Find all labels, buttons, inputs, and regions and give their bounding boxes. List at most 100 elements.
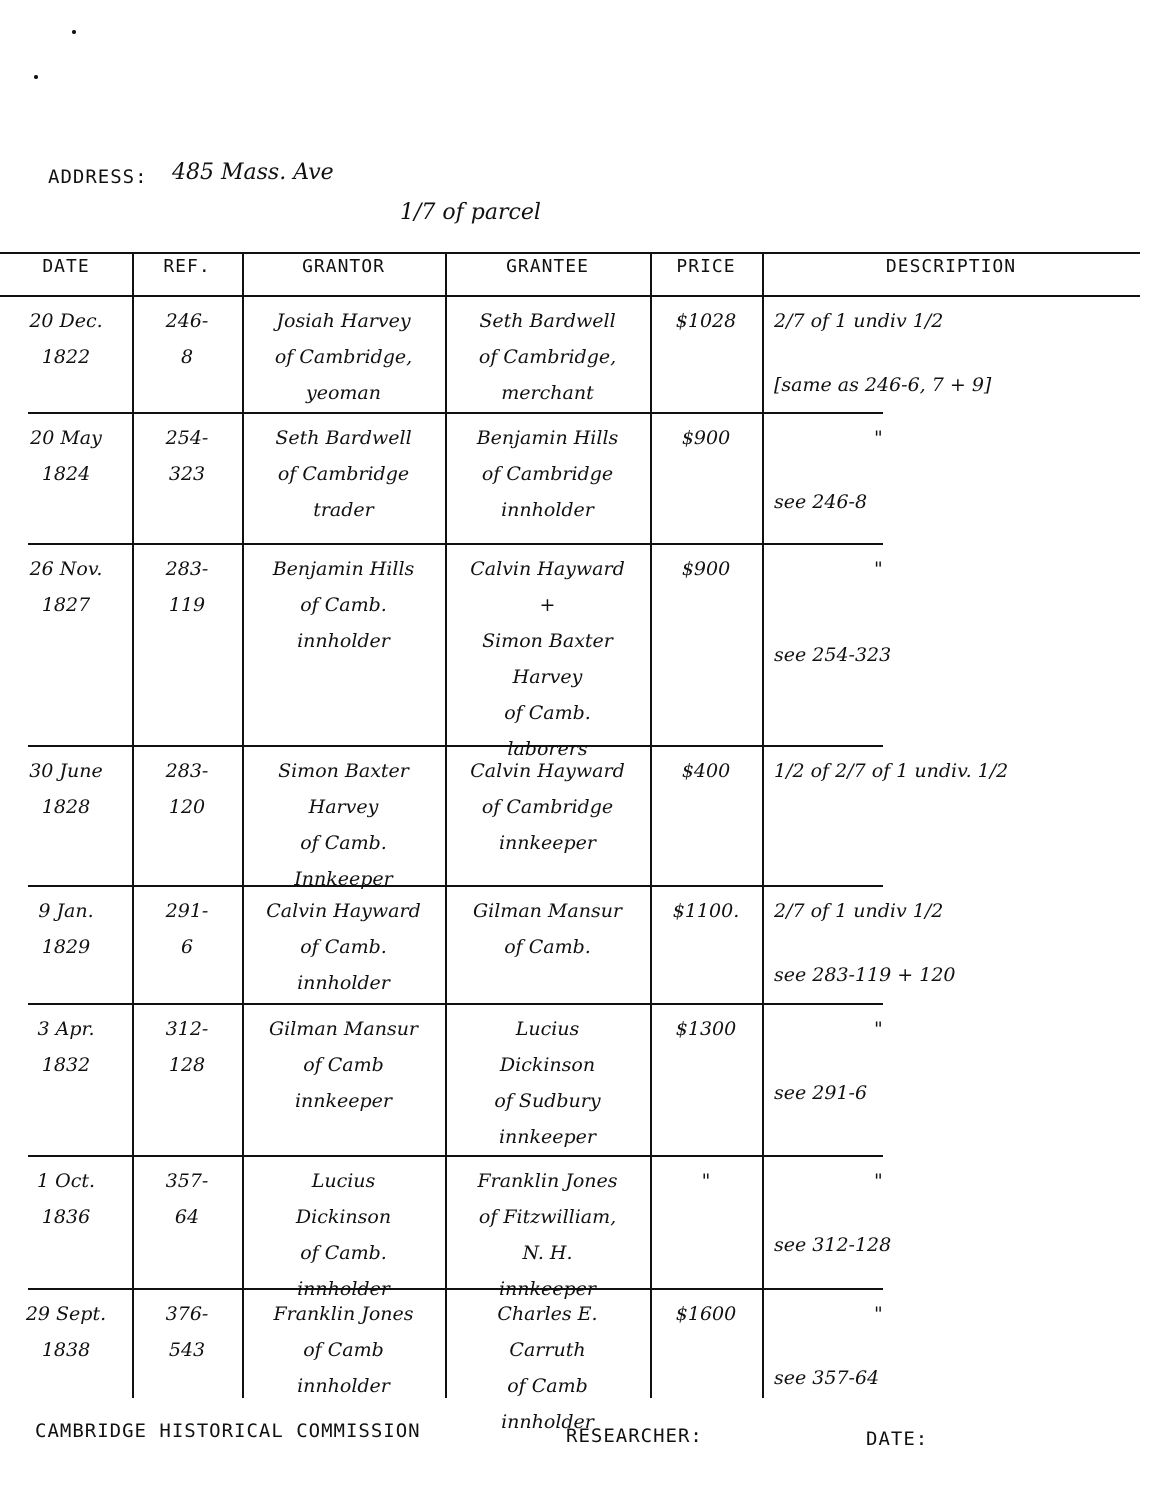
ref-cell: 254- 323: [132, 420, 242, 543]
date-text: 1829: [41, 936, 91, 958]
price-cell: $1600: [650, 1296, 762, 1398]
address-value: 485 Mass. Ave: [172, 160, 334, 185]
grantee-text: Harvey: [512, 666, 583, 688]
grantee-text: of Cambridge: [481, 463, 614, 485]
grantor-text: Dickinson: [295, 1206, 392, 1228]
grantee-text: of Sudbury: [494, 1090, 601, 1112]
date-cell: 30 June 1828: [0, 753, 132, 885]
description-text: ": [874, 1018, 883, 1040]
date-text: 9 Jan.: [38, 900, 94, 922]
ref-text: 283-: [165, 760, 209, 782]
description-text: [same as 246-6, 7 + 9]: [774, 374, 992, 396]
date-cell: 9 Jan. 1829: [0, 893, 132, 1003]
grantor-cell: Seth Bardwell of Cambridge trader: [242, 420, 445, 543]
grantee-text: Dickinson: [499, 1054, 596, 1076]
price-cell: $1100.: [650, 893, 762, 1003]
description-text: ": [874, 427, 883, 449]
date-cell: 26 Nov. 1827: [0, 551, 132, 745]
date-label: DATE:: [866, 1428, 929, 1450]
description-cell: " see 254-323: [762, 551, 1140, 745]
table-top-rule: [0, 252, 1140, 254]
grantee-text: of Camb.: [504, 702, 591, 724]
price-cell: $1300: [650, 1011, 762, 1155]
row-divider: [28, 885, 883, 887]
grantee-text: Gilman Mansur: [472, 900, 623, 922]
date-cell: 1 Oct. 1836: [0, 1163, 132, 1288]
ref-cell: 376- 543: [132, 1296, 242, 1398]
column-divider: [132, 252, 134, 1398]
date-text: 1832: [41, 1054, 91, 1076]
grantor-cell: Josiah Harvey of Cambridge, yeoman: [242, 303, 445, 412]
row-divider: [28, 412, 883, 414]
ref-text: 312-: [165, 1018, 209, 1040]
ref-text: 64: [174, 1206, 200, 1228]
description-text: 2/7 of 1 undiv 1/2: [774, 900, 944, 922]
price-text: $900: [681, 427, 731, 449]
grantor-text: innholder: [297, 1375, 390, 1397]
ref-text: 291-: [165, 900, 209, 922]
description-text: see 283-119 + 120: [774, 964, 956, 986]
column-header-grantee: GRANTEE: [506, 256, 589, 277]
grantor-text: innholder: [297, 1278, 390, 1300]
description-text: see 254-323: [774, 644, 892, 666]
ref-cell: 291- 6: [132, 893, 242, 1003]
ref-text: 376-: [165, 1303, 209, 1325]
scan-speck: [72, 30, 76, 34]
grantee-cell: Lucius Dickinson of Sudbury innkeeper: [445, 1011, 650, 1155]
date-text: 1828: [41, 796, 91, 818]
price-text: $1100.: [672, 900, 740, 922]
grantor-text: Harvey: [308, 796, 379, 818]
ref-cell: 283- 120: [132, 753, 242, 885]
date-text: 1822: [41, 346, 91, 368]
date-text: 30 June: [29, 760, 103, 782]
price-cell: $1028: [650, 303, 762, 412]
parcel-note: 1/7 of parcel: [400, 200, 541, 225]
ref-text: 357-: [165, 1170, 209, 1192]
description-cell: " see 291-6: [762, 1011, 1140, 1155]
grantee-text: Benjamin Hills: [476, 427, 619, 449]
row-divider: [28, 745, 883, 747]
grantor-text: Simon Baxter: [278, 760, 409, 782]
grantor-cell: Benjamin Hills of Camb. innholder: [242, 551, 445, 745]
grantee-text: Carruth: [509, 1339, 586, 1361]
grantor-text: of Cambridge: [277, 463, 410, 485]
grantee-text: Franklin Jones: [477, 1170, 618, 1192]
row-divider: [28, 1003, 883, 1005]
grantee-text: of Camb: [507, 1375, 588, 1397]
description-cell: 2/7 of 1 undiv 1/2 see 283-119 + 120: [762, 893, 1140, 1003]
date-cell: 29 Sept. 1838: [0, 1296, 132, 1398]
grantee-text: innkeeper: [498, 1126, 597, 1148]
column-header-date: DATE: [42, 256, 90, 277]
grantee-text: of Cambridge: [481, 796, 614, 818]
grantor-text: of Camb.: [300, 936, 387, 958]
ref-text: 246-: [165, 310, 209, 332]
grantor-text: Innkeeper: [294, 868, 393, 890]
grantor-cell: Gilman Mansur of Camb innkeeper: [242, 1011, 445, 1155]
grantor-text: Gilman Mansur: [268, 1018, 419, 1040]
date-text: 20 Dec.: [29, 310, 103, 332]
date-text: 1838: [41, 1339, 91, 1361]
grantor-cell: Calvin Hayward of Camb. innholder: [242, 893, 445, 1003]
grantee-text: Seth Bardwell: [479, 310, 616, 332]
grantee-text: innkeeper: [498, 1278, 597, 1300]
grantee-cell: Gilman Mansur of Camb.: [445, 893, 650, 1003]
price-text: ": [701, 1170, 711, 1192]
scan-speck: [34, 75, 38, 79]
ref-cell: 246- 8: [132, 303, 242, 412]
ref-text: 6: [180, 936, 194, 958]
grantee-cell: Charles E. Carruth of Camb innholder: [445, 1296, 650, 1433]
grantor-text: Benjamin Hills: [272, 558, 415, 580]
price-text: $1028: [675, 310, 737, 332]
ref-text: 323: [168, 463, 206, 485]
description-text: ": [874, 1303, 883, 1325]
date-text: 20 May: [30, 427, 102, 449]
column-header-description: DESCRIPTION: [885, 256, 1017, 277]
price-text: $900: [681, 558, 731, 580]
date-text: 29 Sept.: [25, 1303, 107, 1325]
grantee-text: Calvin Hayward: [470, 760, 625, 782]
column-header-price: PRICE: [676, 256, 736, 277]
grantee-cell: Seth Bardwell of Cambridge, merchant: [445, 303, 650, 412]
date-text: 1827: [41, 594, 91, 616]
ref-cell: 357- 64: [132, 1163, 242, 1288]
grantor-text: of Camb.: [300, 594, 387, 616]
